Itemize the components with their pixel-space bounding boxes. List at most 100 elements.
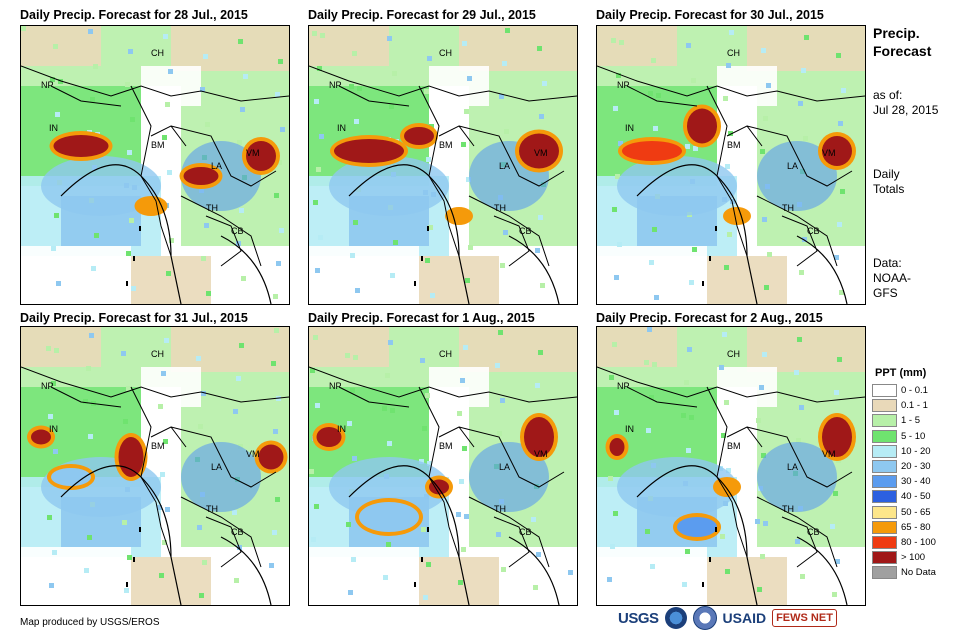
precip-cell: [804, 35, 809, 40]
rain-band: [617, 457, 737, 517]
precip-cell: [422, 426, 427, 431]
country-label-cb: CB: [231, 226, 244, 236]
precip-cell: [500, 398, 505, 403]
precip-cell: [272, 530, 277, 535]
country-label-np: NP: [329, 381, 342, 391]
precip-cell: [767, 252, 772, 257]
precip-field: [131, 557, 211, 605]
precip-field: [141, 367, 201, 407]
precip-cell: [498, 330, 503, 335]
precip-cell: [424, 89, 429, 94]
country-label-vm: VM: [246, 449, 260, 459]
precip-cell: [129, 218, 134, 223]
precip-cell: [457, 411, 462, 416]
precip-cell: [385, 373, 390, 378]
precip-cell: [352, 51, 357, 56]
country-border: [438, 426, 475, 448]
precip-cell: [159, 573, 164, 578]
precip-cell: [58, 79, 63, 84]
country-label-bm: BM: [439, 441, 453, 451]
precip-cell: [761, 48, 766, 53]
precip-cell: [164, 338, 169, 343]
country-label-cb: CB: [807, 527, 820, 537]
country-label-vm: VM: [822, 148, 836, 158]
precip-cell: [461, 142, 466, 147]
country-border: [338, 85, 410, 107]
precip-cell: [311, 537, 316, 542]
storm-cell: [359, 502, 419, 532]
precip-cell: [350, 388, 355, 393]
precip-cell: [425, 393, 430, 398]
precip-cell: [760, 149, 765, 154]
country-border: [726, 125, 763, 147]
precip-cell: [536, 552, 541, 557]
legend-item: 0.1 - 1: [872, 398, 936, 413]
coastline: [636, 465, 848, 605]
country-border: [418, 386, 460, 558]
country-border: [150, 125, 187, 147]
precip-cell: [320, 33, 325, 38]
precip-field: [597, 327, 677, 367]
coastline: [348, 164, 560, 304]
country-label-la: LA: [499, 161, 510, 171]
legend-label: 30 - 40: [901, 476, 931, 488]
country-label-la: LA: [787, 161, 798, 171]
country-border: [468, 195, 550, 267]
precip-cell: [234, 578, 239, 583]
country-label-bm: BM: [151, 441, 165, 451]
precip-cell: [126, 386, 131, 391]
precip-cell: [724, 265, 729, 270]
map-panel-4: CH NP IN BM LA VM TH CB: [20, 326, 290, 606]
precip-cell: [274, 328, 279, 333]
precip-field: [21, 327, 101, 367]
legend-label: 40 - 50: [901, 491, 931, 503]
precip-cell: [645, 529, 650, 534]
precip-cell: [612, 342, 617, 347]
precip-field: [747, 26, 865, 71]
precip-cell: [163, 34, 168, 39]
country-label-cb: CB: [231, 527, 244, 537]
country-border: [626, 85, 698, 107]
country-border: [458, 125, 565, 187]
country-border: [50, 85, 122, 107]
map-panel-1: CH NP IN BM LA VM TH CB: [20, 25, 290, 305]
doi-seal-icon: [692, 606, 717, 630]
precip-cell: [836, 53, 841, 58]
precip-field: [221, 246, 289, 304]
country-label-th: TH: [782, 504, 794, 514]
precip-cell: [799, 405, 804, 410]
country-label-ch: CH: [727, 349, 740, 359]
legend-label: 0 - 0.1: [901, 385, 928, 397]
precip-cell: [719, 365, 724, 370]
storm-cell: [822, 136, 852, 166]
precip-cell: [681, 413, 686, 418]
precip-cell: [727, 232, 732, 237]
precip-cell: [202, 560, 207, 565]
country-border: [726, 426, 763, 448]
legend-item: > 100: [872, 550, 936, 565]
storm-cell: [53, 135, 109, 157]
precip-cell: [352, 456, 357, 461]
sidebar-asof: as of: Jul 28, 2015: [873, 88, 938, 118]
island: [427, 527, 429, 532]
storm-cell: [524, 417, 554, 457]
country-border: [756, 195, 838, 267]
precip-cell: [463, 345, 468, 350]
legend-swatch: [872, 475, 897, 489]
precip-cell: [309, 469, 314, 474]
country-border: [438, 125, 475, 147]
precip-cell: [88, 29, 93, 34]
rain-band: [329, 457, 449, 517]
storm-cell: [246, 141, 276, 171]
precip-cell: [797, 337, 802, 342]
precip-cell: [654, 295, 659, 300]
precip-cell: [200, 87, 205, 92]
panel-title-2: Daily Precip. Forecast for 29 Jul., 2015: [308, 8, 536, 22]
precip-field: [309, 246, 419, 304]
precip-cell: [383, 575, 388, 580]
precip-cell: [495, 363, 500, 368]
precip-cell: [462, 446, 467, 451]
legend-swatch: [872, 444, 897, 458]
country-label-ch: CH: [727, 48, 740, 58]
precip-cell: [837, 222, 842, 227]
